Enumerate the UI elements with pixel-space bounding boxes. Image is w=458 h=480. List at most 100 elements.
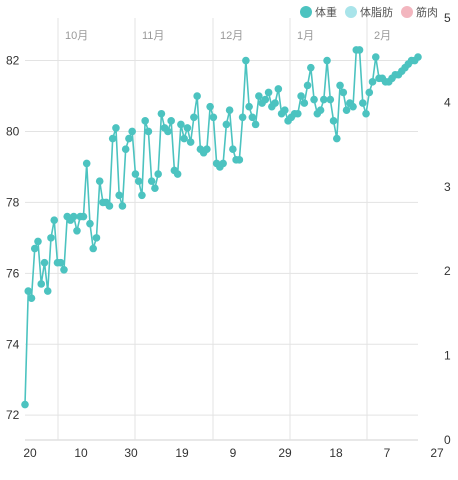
- data-point[interactable]: [154, 170, 162, 178]
- data-point[interactable]: [177, 120, 185, 129]
- data-point[interactable]: [141, 117, 149, 125]
- data-point[interactable]: [115, 191, 123, 200]
- data-point[interactable]: [69, 212, 78, 221]
- data-point[interactable]: [414, 53, 422, 61]
- data-point[interactable]: [242, 56, 250, 65]
- legend-item-muscle[interactable]: 筋肉: [401, 4, 438, 20]
- data-point[interactable]: [342, 106, 351, 115]
- data-point[interactable]: [56, 258, 65, 267]
- data-point[interactable]: [339, 88, 348, 97]
- data-point[interactable]: [43, 287, 52, 295]
- month-label: 2月: [374, 30, 391, 42]
- data-point[interactable]: [21, 400, 29, 409]
- data-point[interactable]: [60, 265, 68, 274]
- data-point[interactable]: [323, 56, 331, 65]
- data-point[interactable]: [131, 170, 140, 178]
- data-point[interactable]: [24, 287, 33, 295]
- data-point[interactable]: [238, 113, 247, 122]
- data-point[interactable]: [82, 159, 91, 168]
- data-point[interactable]: [365, 88, 374, 97]
- data-point[interactable]: [349, 102, 357, 111]
- data-point[interactable]: [297, 92, 305, 100]
- data-point[interactable]: [281, 106, 289, 115]
- data-point[interactable]: [245, 102, 253, 111]
- month-label: 1月: [297, 30, 314, 42]
- data-point[interactable]: [294, 109, 302, 118]
- data-point[interactable]: [203, 145, 211, 154]
- legend-swatch-body-fat-icon: [345, 6, 357, 18]
- data-point[interactable]: [316, 106, 325, 115]
- data-point[interactable]: [336, 81, 344, 90]
- data-point[interactable]: [95, 177, 104, 185]
- data-point[interactable]: [261, 95, 270, 104]
- data-point[interactable]: [92, 234, 101, 242]
- data-point[interactable]: [183, 124, 192, 132]
- data-point[interactable]: [307, 63, 315, 72]
- data-point[interactable]: [235, 156, 244, 164]
- data-point[interactable]: [190, 113, 198, 122]
- data-point[interactable]: [248, 113, 257, 122]
- data-point[interactable]: [193, 92, 201, 100]
- data-point[interactable]: [40, 258, 49, 267]
- data-point[interactable]: [310, 95, 318, 104]
- data-point[interactable]: [134, 177, 143, 185]
- data-point[interactable]: [329, 117, 338, 125]
- data-point[interactable]: [164, 127, 172, 136]
- data-point[interactable]: [300, 99, 309, 107]
- data-point[interactable]: [186, 138, 195, 146]
- data-point[interactable]: [89, 244, 98, 253]
- data-point[interactable]: [358, 99, 367, 107]
- data-point[interactable]: [47, 234, 55, 242]
- data-point[interactable]: [274, 85, 283, 93]
- data-point[interactable]: [368, 78, 377, 86]
- x-tick-label: 7: [384, 446, 391, 460]
- data-point[interactable]: [264, 88, 273, 97]
- data-point[interactable]: [73, 226, 81, 235]
- data-point[interactable]: [138, 191, 146, 200]
- data-point[interactable]: [147, 177, 156, 185]
- data-point[interactable]: [86, 219, 94, 228]
- data-point[interactable]: [144, 127, 153, 136]
- data-point[interactable]: [355, 46, 364, 54]
- data-point[interactable]: [271, 99, 279, 107]
- grid: [25, 18, 418, 441]
- data-point[interactable]: [118, 202, 127, 210]
- data-point[interactable]: [128, 127, 136, 136]
- data-point[interactable]: [30, 244, 39, 253]
- data-point[interactable]: [209, 113, 218, 122]
- data-point[interactable]: [157, 109, 166, 118]
- data-point[interactable]: [34, 237, 42, 246]
- x-tick-label: 20: [23, 446, 37, 460]
- data-point[interactable]: [333, 134, 341, 143]
- data-point[interactable]: [105, 202, 114, 210]
- data-point[interactable]: [37, 280, 46, 288]
- data-point[interactable]: [151, 184, 159, 193]
- data-point[interactable]: [108, 134, 117, 143]
- data-point[interactable]: [222, 120, 231, 129]
- data-point[interactable]: [219, 159, 227, 168]
- data-point[interactable]: [50, 216, 59, 224]
- data-point[interactable]: [371, 53, 380, 61]
- legend-item-body-fat[interactable]: 体脂肪: [345, 4, 393, 20]
- data-point[interactable]: [125, 134, 133, 143]
- data-point[interactable]: [362, 109, 370, 118]
- data-point[interactable]: [225, 106, 234, 115]
- data-point[interactable]: [229, 145, 237, 154]
- data-point[interactable]: [173, 170, 182, 178]
- y-tick-label-left: 74: [6, 337, 20, 351]
- data-point[interactable]: [180, 134, 188, 143]
- data-point[interactable]: [326, 95, 335, 104]
- data-point[interactable]: [121, 145, 130, 154]
- data-point[interactable]: [112, 124, 120, 132]
- data-point[interactable]: [79, 212, 88, 221]
- data-point[interactable]: [303, 81, 312, 90]
- data-point[interactable]: [206, 102, 214, 111]
- legend-item-weight[interactable]: 体重: [300, 4, 337, 20]
- data-point[interactable]: [167, 117, 175, 125]
- x-tick-label: 30: [124, 446, 138, 460]
- data-point[interactable]: [251, 120, 260, 129]
- data-point[interactable]: [320, 95, 328, 104]
- data-point[interactable]: [255, 92, 263, 100]
- data-point[interactable]: [27, 294, 36, 302]
